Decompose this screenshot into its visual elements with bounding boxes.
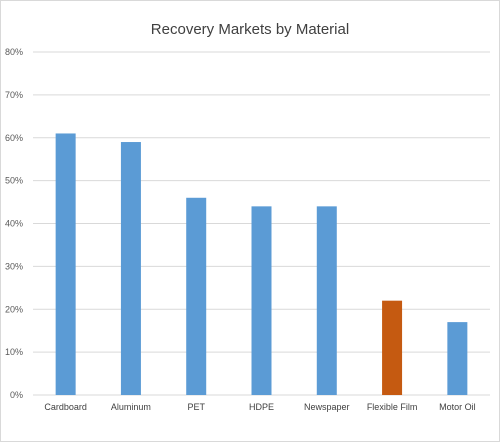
- y-tick-label: 60%: [5, 133, 23, 143]
- x-category-label: Cardboard: [44, 402, 87, 412]
- y-tick-label: 80%: [5, 47, 23, 57]
- bar: [120, 142, 141, 395]
- bar: [447, 322, 468, 395]
- y-tick-label: 70%: [5, 90, 23, 100]
- bar: [316, 206, 337, 395]
- y-tick-label: 50%: [5, 176, 23, 186]
- x-category-label: PET: [187, 402, 205, 412]
- bar: [186, 197, 207, 395]
- y-tick-label: 0%: [10, 390, 23, 400]
- x-category-label: Motor Oil: [439, 402, 476, 412]
- y-tick-label: 40%: [5, 219, 23, 229]
- chart-title: Recovery Markets by Material: [150, 21, 350, 38]
- bar: [382, 300, 403, 395]
- y-tick-label: 20%: [5, 304, 23, 314]
- y-tick-label: 10%: [5, 347, 23, 357]
- bar: [55, 133, 76, 395]
- x-category-label: Flexible Film: [367, 402, 418, 412]
- x-category-label: HDPE: [249, 402, 274, 412]
- bar: [251, 206, 272, 395]
- y-tick-label: 30%: [5, 261, 23, 271]
- x-category-label: Aluminum: [111, 402, 151, 412]
- x-category-label: Newspaper: [304, 402, 350, 412]
